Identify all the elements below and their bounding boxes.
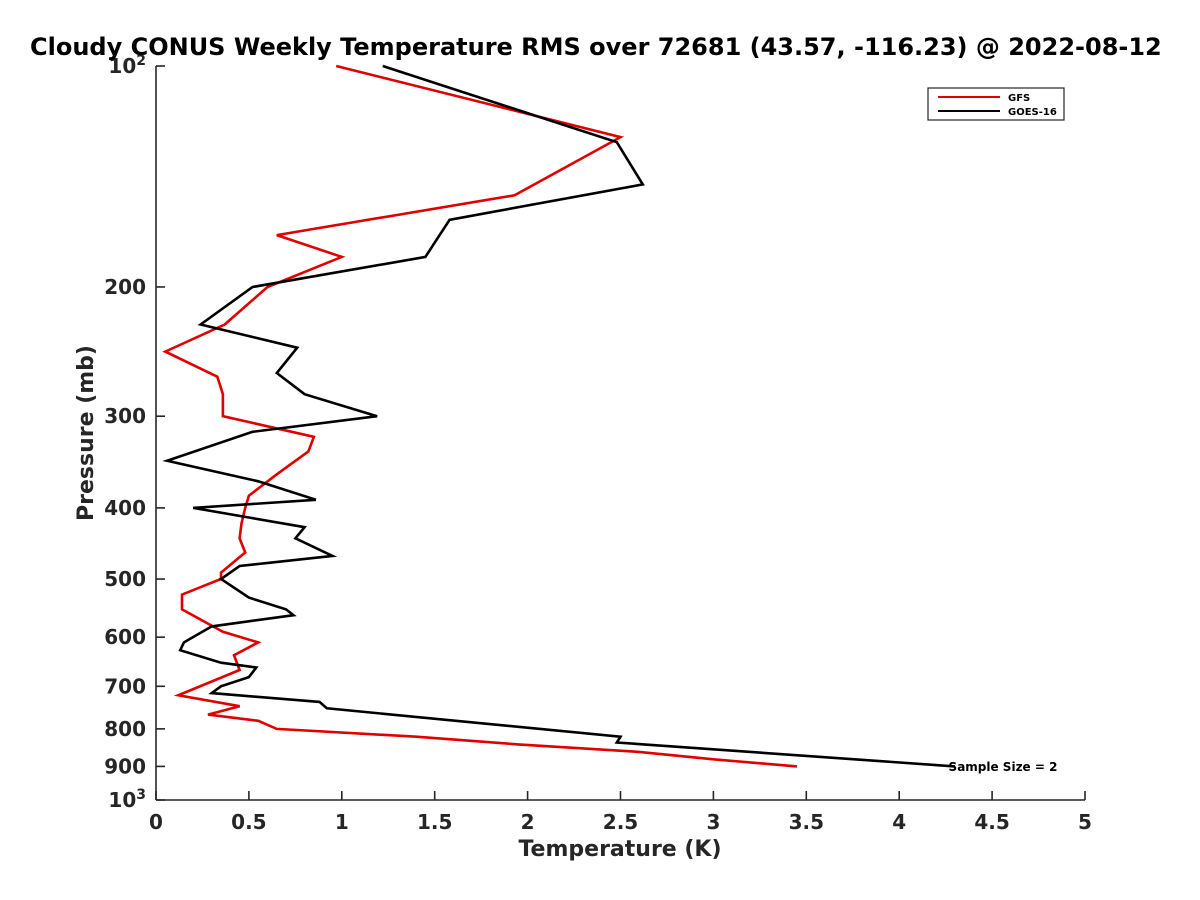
series-line-gfs xyxy=(162,64,798,768)
y-tick-label: 103 xyxy=(108,787,146,812)
x-tick-label: 2 xyxy=(521,810,535,834)
legend-label-gfs: GFS xyxy=(1008,93,1030,104)
x-tick-label: 2.5 xyxy=(603,810,638,834)
x-tick-label: 1.5 xyxy=(417,810,452,834)
x-axis-ticks: 0 0.5 1 1.5 2 2.5 3 3.5 4 4.5 5 xyxy=(149,791,1092,834)
y-tick-label: 500 xyxy=(104,567,146,591)
y-tick-label: 600 xyxy=(104,625,146,649)
legend: GFS GOES-16 xyxy=(927,87,1065,121)
y-tick-label: 102 xyxy=(108,53,146,78)
y-tick-label: 700 xyxy=(104,674,146,698)
sample-size-annotation: Sample Size = 2 xyxy=(949,760,1058,774)
series-line-goes16 xyxy=(162,64,955,768)
x-tick-label: 3.5 xyxy=(789,810,824,834)
x-tick-label: 1 xyxy=(335,810,349,834)
y-axis-label: Pressure (mb) xyxy=(74,345,99,521)
x-tick-label: 4.5 xyxy=(974,810,1009,834)
legend-box xyxy=(927,87,1065,121)
y-tick-label: 900 xyxy=(104,754,146,778)
x-tick-label: 3 xyxy=(706,810,720,834)
x-tick-label: 5 xyxy=(1078,810,1092,834)
legend-label-goes16: GOES-16 xyxy=(1008,107,1057,118)
x-tick-label: 0.5 xyxy=(231,810,266,834)
y-axis-ticks: 102 200 300 400 500 600 700 800 900 103 xyxy=(104,53,165,812)
y-tick-label: 200 xyxy=(104,275,146,299)
axes: 0 0.5 1 1.5 2 2.5 3 3.5 4 4.5 5 102 200 300 400 500 600… xyxy=(104,53,1092,834)
x-axis-label: Temperature (K) xyxy=(518,837,721,862)
x-tick-label: 0 xyxy=(149,810,163,834)
y-tick-label: 800 xyxy=(104,717,146,741)
y-tick-label: 300 xyxy=(104,404,146,428)
y-tick-label: 400 xyxy=(104,496,146,520)
plot-lines xyxy=(162,64,955,768)
x-tick-label: 4 xyxy=(892,810,906,834)
chart-title: Cloudy CONUS Weekly Temperature RMS over… xyxy=(30,33,1162,61)
